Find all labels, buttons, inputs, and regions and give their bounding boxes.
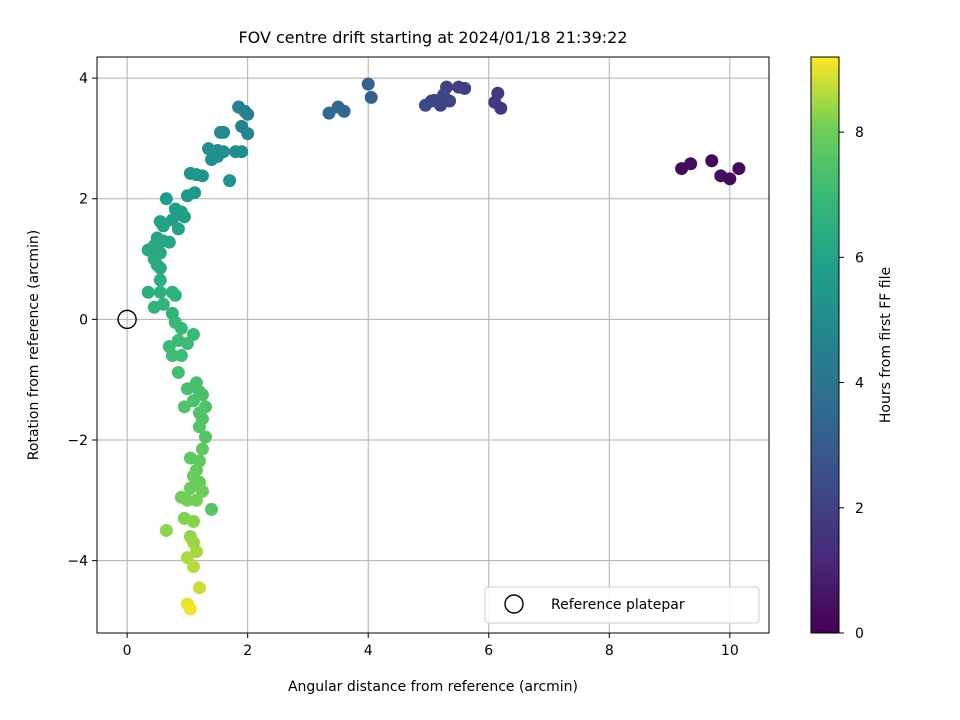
y-tick-label: 4	[79, 71, 88, 87]
legend-box	[484, 586, 760, 624]
data-point	[337, 104, 351, 118]
data-point	[732, 162, 746, 176]
data-point	[201, 142, 215, 156]
y-axis-label: Rotation from reference (arcmin)	[26, 230, 42, 460]
y-tick-label: −4	[67, 554, 88, 570]
legend: Reference platepar	[484, 586, 760, 624]
data-point	[174, 349, 188, 363]
x-tick-label: 0	[123, 643, 132, 659]
colorbar-gradient	[810, 56, 840, 634]
data-point	[168, 288, 182, 302]
data-point	[192, 420, 206, 434]
colorbar-ticks: 0 2 4 6 8	[839, 125, 864, 642]
scatter-points	[141, 77, 746, 616]
data-point	[205, 502, 219, 516]
data-point	[180, 493, 194, 507]
data-point	[705, 154, 719, 168]
data-point	[177, 210, 191, 224]
data-point	[153, 285, 167, 299]
x-axis-ticks: 0 2 4 6 8 10	[123, 633, 739, 659]
legend-marker	[504, 594, 524, 614]
x-axis-label: Angular distance from reference (arcmin)	[288, 679, 578, 695]
colorbar-tick-label: 2	[855, 501, 864, 517]
data-point	[141, 285, 155, 299]
data-point	[189, 493, 203, 507]
data-point	[183, 602, 197, 616]
data-point	[156, 219, 170, 233]
x-tick-label: 2	[243, 643, 252, 659]
data-point	[195, 169, 209, 183]
data-point	[177, 400, 191, 414]
data-point	[491, 86, 505, 100]
y-tick-label: −2	[67, 433, 88, 449]
data-point	[494, 101, 508, 115]
data-point	[159, 192, 173, 206]
data-point	[165, 349, 179, 363]
data-point	[195, 442, 209, 456]
data-point	[361, 77, 375, 91]
data-point	[229, 145, 243, 159]
x-tick-label: 4	[364, 643, 373, 659]
data-point	[156, 297, 170, 311]
data-point	[241, 107, 255, 121]
data-point	[180, 382, 194, 396]
data-point	[217, 125, 231, 139]
y-tick-label: 2	[79, 192, 88, 208]
y-axis-ticks: −4 −2 0 2 4	[67, 71, 97, 570]
data-point	[223, 174, 237, 188]
data-point	[684, 157, 698, 171]
data-point	[171, 222, 185, 236]
data-point	[188, 186, 202, 200]
colorbar-tick-label: 6	[855, 250, 864, 266]
data-point	[458, 81, 472, 95]
colorbar-label: Hours from first FF file	[878, 267, 894, 423]
data-point	[723, 172, 737, 186]
data-point	[153, 273, 167, 287]
data-point	[198, 430, 212, 444]
x-tick-label: 8	[605, 643, 614, 659]
x-tick-label: 10	[721, 643, 739, 659]
reference-marker	[117, 309, 137, 330]
data-point	[153, 261, 167, 275]
x-tick-label: 6	[484, 643, 493, 659]
y-tick-label: 0	[79, 312, 88, 328]
data-point	[171, 365, 185, 379]
data-point	[183, 481, 197, 495]
data-point	[217, 145, 231, 159]
data-point	[162, 235, 176, 249]
data-point	[241, 127, 255, 141]
colorbar-tick-label: 0	[855, 626, 864, 642]
data-point	[180, 336, 194, 350]
colorbar-tick-label: 8	[855, 125, 864, 141]
plot-frame	[96, 56, 770, 634]
data-point	[186, 514, 200, 528]
colorbar-tick-label: 4	[855, 376, 864, 392]
colorbar: 0 2 4 6 8 Hours from first FF file	[810, 56, 894, 642]
data-point	[192, 581, 206, 595]
data-point	[443, 94, 457, 108]
data-point	[364, 90, 378, 104]
data-point	[159, 523, 173, 537]
chart-title: FOV centre drift starting at 2024/01/18 …	[238, 28, 627, 47]
data-point	[174, 321, 188, 335]
data-point	[186, 560, 200, 574]
legend-entry-label: Reference platepar	[551, 597, 685, 613]
